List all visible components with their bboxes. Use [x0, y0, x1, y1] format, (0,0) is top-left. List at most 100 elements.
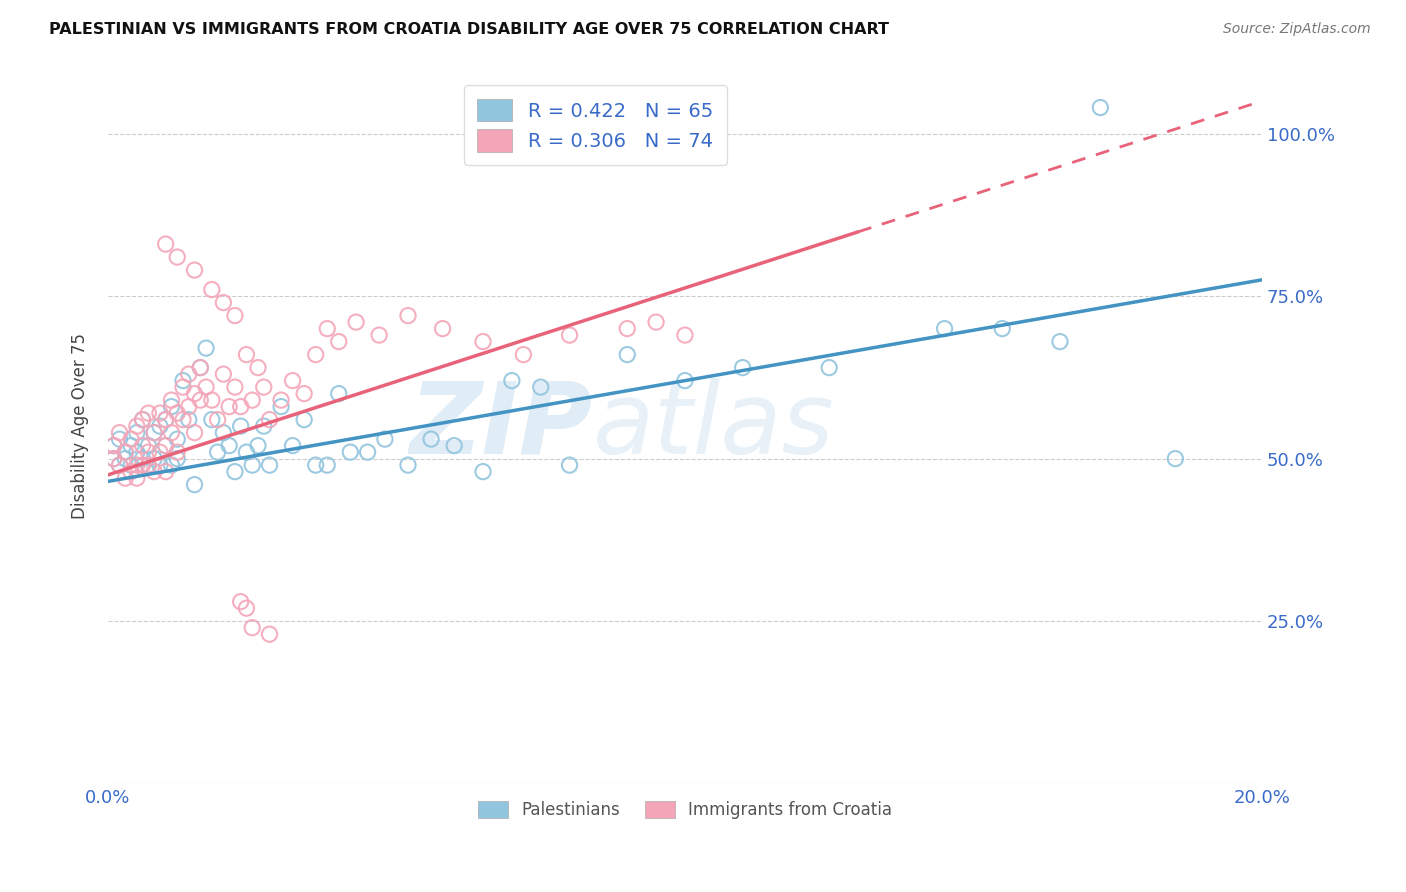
Point — [229, 595, 252, 609]
Point — [103, 439, 125, 453]
Legend: Palestinians, Immigrants from Croatia: Palestinians, Immigrants from Croatia — [471, 794, 898, 825]
Point — [472, 334, 495, 349]
Point — [120, 465, 142, 479]
Point — [149, 406, 172, 420]
Point — [1049, 334, 1071, 349]
Point — [131, 412, 153, 426]
Point — [259, 458, 281, 472]
Point — [195, 380, 218, 394]
Point — [229, 419, 252, 434]
Point — [316, 458, 339, 472]
Point — [292, 412, 315, 426]
Point — [155, 439, 177, 453]
Point — [432, 321, 454, 335]
Point — [108, 432, 131, 446]
Point — [160, 458, 183, 472]
Point — [125, 471, 148, 485]
Point — [218, 439, 240, 453]
Point — [240, 393, 263, 408]
Point — [235, 601, 257, 615]
Point — [229, 400, 252, 414]
Point — [339, 445, 361, 459]
Point — [120, 432, 142, 446]
Point — [305, 348, 328, 362]
Point — [281, 374, 304, 388]
Point — [558, 458, 581, 472]
Point — [316, 321, 339, 335]
Point — [143, 465, 166, 479]
Point — [224, 380, 246, 394]
Point — [138, 458, 160, 472]
Point — [396, 458, 419, 472]
Point — [114, 445, 136, 459]
Point — [934, 321, 956, 335]
Point — [149, 458, 172, 472]
Point — [166, 432, 188, 446]
Point — [212, 367, 235, 381]
Point — [166, 250, 188, 264]
Point — [235, 348, 257, 362]
Point — [818, 360, 841, 375]
Point — [125, 458, 148, 472]
Point — [188, 360, 211, 375]
Point — [270, 393, 292, 408]
Point — [259, 412, 281, 426]
Point — [616, 348, 638, 362]
Point — [131, 458, 153, 472]
Point — [149, 445, 172, 459]
Point — [143, 451, 166, 466]
Point — [328, 334, 350, 349]
Point — [224, 465, 246, 479]
Point — [120, 439, 142, 453]
Point — [1090, 101, 1112, 115]
Point — [114, 471, 136, 485]
Point — [443, 439, 465, 453]
Point — [305, 458, 328, 472]
Point — [673, 374, 696, 388]
Point — [1164, 451, 1187, 466]
Point — [253, 419, 276, 434]
Point — [138, 458, 160, 472]
Point — [240, 458, 263, 472]
Point — [645, 315, 668, 329]
Point — [246, 439, 269, 453]
Point — [172, 374, 194, 388]
Point — [472, 465, 495, 479]
Point — [138, 406, 160, 420]
Point — [344, 315, 367, 329]
Point — [155, 439, 177, 453]
Point — [183, 263, 205, 277]
Point — [246, 360, 269, 375]
Point — [212, 295, 235, 310]
Point — [160, 393, 183, 408]
Point — [183, 425, 205, 440]
Point — [374, 432, 396, 446]
Point — [155, 465, 177, 479]
Point — [281, 439, 304, 453]
Point — [183, 477, 205, 491]
Point — [501, 374, 523, 388]
Point — [103, 439, 125, 453]
Point — [420, 432, 443, 446]
Point — [673, 328, 696, 343]
Point — [143, 425, 166, 440]
Point — [108, 425, 131, 440]
Point — [155, 412, 177, 426]
Point — [125, 445, 148, 459]
Point — [177, 412, 200, 426]
Point — [166, 451, 188, 466]
Point — [201, 283, 224, 297]
Point — [201, 412, 224, 426]
Point — [108, 458, 131, 472]
Point — [240, 621, 263, 635]
Point — [108, 458, 131, 472]
Point — [259, 627, 281, 641]
Point — [253, 380, 276, 394]
Y-axis label: Disability Age Over 75: Disability Age Over 75 — [72, 333, 89, 519]
Point — [512, 348, 534, 362]
Point — [207, 412, 229, 426]
Point — [125, 419, 148, 434]
Point — [125, 425, 148, 440]
Point — [368, 328, 391, 343]
Point — [224, 309, 246, 323]
